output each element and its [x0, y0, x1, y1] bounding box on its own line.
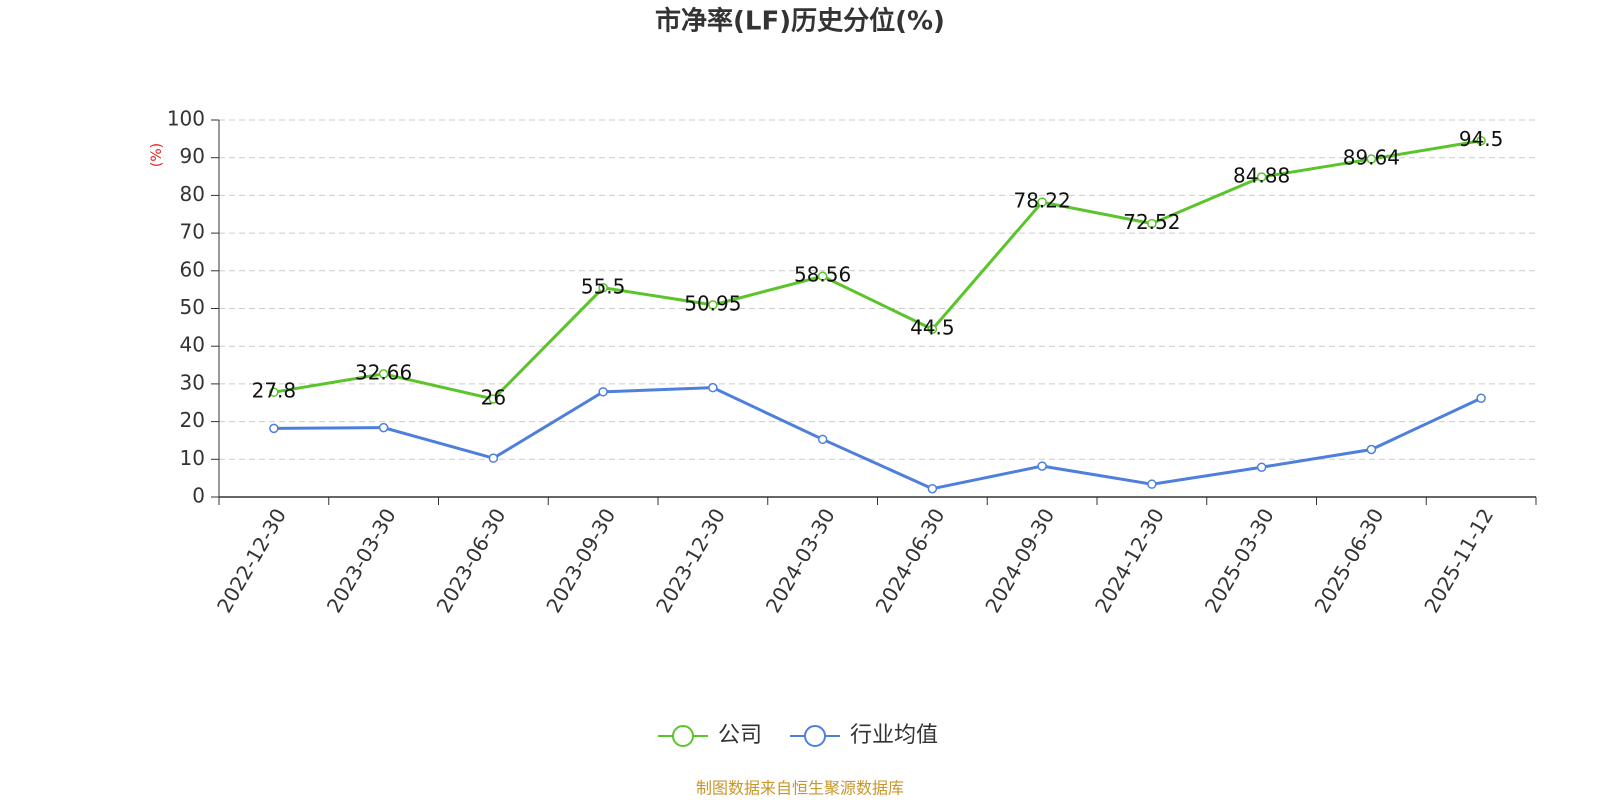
- y-tick-label: 80: [180, 182, 205, 206]
- data-label: 58.56: [794, 263, 851, 287]
- y-tick-label: 40: [180, 333, 205, 357]
- y-tick-label: 20: [180, 408, 205, 432]
- x-tick-label: 2024-09-30: [980, 504, 1059, 617]
- data-point: [1366, 444, 1377, 455]
- data-point: [378, 422, 389, 433]
- x-tick-label: 2024-06-30: [871, 504, 950, 617]
- data-label: 55.5: [581, 274, 626, 298]
- data-point: [1256, 462, 1267, 472]
- data-label: 50.95: [684, 291, 741, 315]
- x-tick-label: 2023-06-30: [432, 504, 511, 617]
- y-tick-label: 30: [180, 370, 205, 394]
- data-point: [1147, 479, 1157, 489]
- series-line: [273, 386, 1482, 491]
- data-point: [269, 423, 279, 434]
- y-tick-label: 90: [180, 144, 205, 168]
- y-tick-label: 60: [180, 257, 205, 281]
- data-point: [817, 271, 828, 281]
- data-point: [817, 434, 828, 445]
- source-note: 制图数据来自恒生聚源数据库: [696, 779, 904, 798]
- data-point: [708, 300, 718, 310]
- y-tick-label: 0: [192, 484, 205, 508]
- legend-marker: [672, 725, 694, 747]
- y-tick-label: 10: [180, 446, 205, 470]
- y-tick-label: 100: [167, 107, 205, 131]
- legend-label: 行业均值: [850, 723, 938, 748]
- data-label: 26: [481, 385, 506, 409]
- series-line: [273, 139, 1482, 401]
- x-tick-label: 2023-03-30: [322, 504, 401, 617]
- chart-title: 市净率(LF)历史分位(%): [655, 6, 945, 37]
- data-label: 89.64: [1343, 146, 1400, 170]
- data-point: [927, 483, 938, 494]
- x-tick-label: 2023-12-30: [651, 504, 730, 617]
- data-label: 78.22: [1013, 189, 1070, 213]
- data-point: [488, 394, 499, 404]
- data-point: [1147, 218, 1157, 229]
- x-tick-label: 2023-09-30: [541, 504, 620, 617]
- x-tick-label: 2022-12-30: [212, 504, 291, 617]
- data-point: [1256, 172, 1267, 182]
- data-point: [1476, 135, 1486, 146]
- data-point: [378, 369, 389, 379]
- legend-label: 公司: [718, 723, 762, 748]
- y-tick-label: 50: [180, 295, 205, 319]
- data-point: [1037, 461, 1047, 471]
- data-point: [269, 387, 279, 397]
- x-tick-label: 2024-12-30: [1090, 504, 1169, 617]
- legend-marker: [804, 725, 827, 747]
- x-tick-label: 2025-03-30: [1200, 504, 1279, 617]
- x-tick-label: 2025-11-12: [1419, 504, 1498, 617]
- y-tick-label: 70: [180, 220, 205, 244]
- data-label: 84.88: [1233, 164, 1290, 188]
- data-label: 32.66: [355, 360, 412, 384]
- data-label: 72.52: [1123, 210, 1180, 234]
- x-tick-label: 2025-06-30: [1310, 504, 1389, 617]
- data-label: 44.5: [910, 316, 955, 340]
- y-axis-label: (%): [149, 143, 165, 167]
- data-point: [708, 382, 718, 393]
- data-label: 94.5: [1459, 127, 1504, 151]
- data-point: [488, 453, 499, 463]
- data-point: [1366, 154, 1377, 164]
- data-point: [927, 324, 938, 334]
- data-point: [598, 283, 608, 293]
- data-point: [1476, 393, 1486, 403]
- x-tick-label: 2024-03-30: [761, 504, 840, 617]
- data-point: [598, 387, 608, 397]
- data-point: [1037, 197, 1047, 207]
- data-label: 27.8: [252, 379, 297, 403]
